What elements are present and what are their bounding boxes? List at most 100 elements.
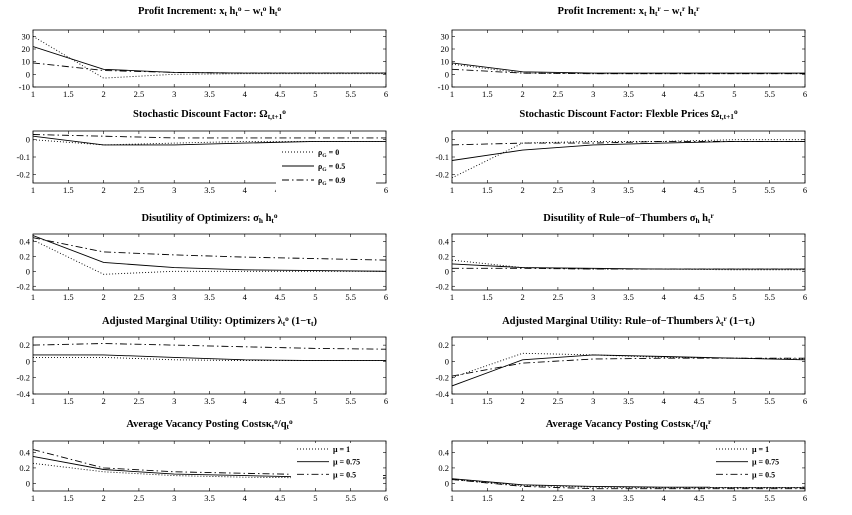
x-tick-label: 3 (591, 292, 595, 302)
x-tick-label: 1.5 (482, 89, 493, 99)
subplot-title: Average Vacancy Posting Costsκtr/qtr (546, 417, 712, 431)
y-tick-label: -0.1 (17, 152, 30, 162)
x-tick-label: 3 (172, 292, 176, 302)
x-tick-label: 6 (803, 493, 807, 503)
y-tick-label: 0.4 (19, 448, 30, 458)
y-tick-label: 20 (22, 44, 31, 54)
x-tick-label: 1 (31, 396, 35, 406)
y-tick-label: -10 (19, 82, 30, 92)
y-tick-label: -0.4 (17, 389, 31, 399)
y-tick-label: 0.2 (19, 340, 30, 350)
x-tick-label: 6 (384, 292, 388, 302)
x-tick-label: 5.5 (345, 89, 356, 99)
y-tick-label: -10 (438, 82, 449, 92)
x-tick-label: 5 (313, 493, 317, 503)
x-tick-label: 5.5 (764, 396, 775, 406)
x-tick-label: 4.5 (694, 493, 705, 503)
subplot-title: Disutility of Rule−of−Thumbers σh htr (543, 211, 714, 225)
series-line-solid (33, 354, 386, 362)
series-line-dashdot (452, 479, 805, 490)
x-tick-label: 1.5 (63, 396, 74, 406)
x-tick-label: 4.5 (275, 89, 286, 99)
y-tick-label: 10 (441, 57, 450, 67)
x-tick-label: 4.5 (694, 396, 705, 406)
x-tick-label: 4 (662, 89, 667, 99)
x-tick-label: 6 (803, 396, 807, 406)
x-tick-label: 3 (172, 493, 176, 503)
legend-label: ρG = 0 (318, 148, 339, 159)
series-line-solid (452, 263, 805, 270)
x-tick-label: 2.5 (553, 89, 564, 99)
x-tick-label: 5.5 (345, 493, 356, 503)
subplot-6: Disutility of Rule−of−Thumbers σh htr 1 1.… (436, 211, 808, 302)
y-tick-label: 0.4 (438, 448, 449, 458)
y-tick-label: 0.4 (19, 236, 30, 246)
x-tick-label: 2 (101, 493, 105, 503)
x-tick-label: 2.5 (553, 493, 564, 503)
x-tick-label: 1.5 (63, 185, 74, 195)
x-tick-label: 4 (662, 292, 667, 302)
x-tick-label: 3.5 (623, 185, 634, 195)
legend-label: μ = 0.75 (333, 458, 360, 467)
series-line-solid (452, 354, 805, 387)
x-tick-label: 2 (520, 292, 524, 302)
series-line-dashdot (452, 357, 805, 377)
x-tick-label: 2.5 (134, 89, 145, 99)
x-tick-label: 2.5 (134, 185, 145, 195)
x-tick-label: 1 (450, 292, 454, 302)
subplot-9: Average Vacancy Posting Costsκto/qto 1 1.5… (19, 417, 388, 503)
x-tick-label: 3.5 (623, 89, 634, 99)
legend-label: ρG = 0.5 (318, 162, 345, 173)
x-tick-label: 3.5 (623, 493, 634, 503)
x-tick-label: 5 (313, 89, 317, 99)
series-line-solid (33, 235, 386, 272)
x-tick-label: 5 (313, 292, 317, 302)
x-tick-label: 1 (450, 396, 454, 406)
x-tick-label: 1 (450, 185, 454, 195)
subplot-4: Stochastic Discount Factor: Flexble Pric… (436, 107, 808, 195)
subplot-3: Stochastic Discount Factor: Ωt,t+1o 1 1.5 2… (17, 107, 389, 195)
y-tick-label: 0.2 (19, 251, 30, 261)
y-tick-label: 0 (445, 135, 449, 145)
x-tick-label: 5.5 (345, 292, 356, 302)
x-tick-label: 1 (450, 493, 454, 503)
x-tick-label: 1.5 (63, 493, 74, 503)
y-tick-label: 30 (22, 31, 31, 41)
x-tick-label: 2.5 (134, 292, 145, 302)
x-tick-label: 2.5 (553, 292, 564, 302)
legend: μ = 1 μ = 0.75 μ = 0.5 (291, 443, 383, 487)
y-tick-label: -0.1 (436, 152, 449, 162)
subplot-7: Adjusted Marginal Utility: Optimizers λt… (17, 314, 389, 406)
subplot-2: Profit Increment: xt htr − wtr htr 1 1.5 2 2… (438, 4, 807, 99)
y-tick-label: 0 (26, 266, 30, 276)
subplot-1: Profit Increment: xt hto − wto hto 1 1.5 2 2… (19, 4, 388, 99)
y-tick-label: 0 (26, 135, 30, 145)
y-tick-label: -0.2 (436, 281, 449, 291)
x-tick-label: 4.5 (694, 185, 705, 195)
subplot-10: Average Vacancy Posting Costsκtr/qtr 1 1.5… (438, 417, 807, 503)
y-tick-label: 0 (445, 266, 449, 276)
x-tick-label: 2 (101, 292, 105, 302)
x-tick-label: 4 (243, 493, 248, 503)
x-tick-label: 2 (101, 396, 105, 406)
x-tick-label: 3.5 (623, 292, 634, 302)
series-line-solid (33, 135, 386, 146)
series-line-solid (452, 62, 805, 74)
x-tick-label: 3 (591, 185, 595, 195)
x-tick-label: 3.5 (623, 396, 634, 406)
legend-box (710, 443, 802, 487)
x-tick-label: 2 (101, 185, 105, 195)
x-tick-label: 4 (243, 89, 248, 99)
legend: μ = 1 μ = 0.75 μ = 0.5 (710, 443, 802, 487)
legend-label: μ = 0.75 (752, 458, 779, 467)
x-tick-label: 6 (384, 396, 388, 406)
series-line-solid (452, 478, 805, 488)
x-tick-label: 2 (520, 396, 524, 406)
y-tick-label: 0.2 (438, 340, 449, 350)
x-tick-label: 3 (591, 89, 595, 99)
subplot-title: Adjusted Marginal Utility: Rule−of−Thumb… (502, 314, 755, 328)
x-tick-label: 2 (520, 89, 524, 99)
x-tick-label: 6 (803, 292, 807, 302)
x-tick-label: 3.5 (204, 292, 215, 302)
